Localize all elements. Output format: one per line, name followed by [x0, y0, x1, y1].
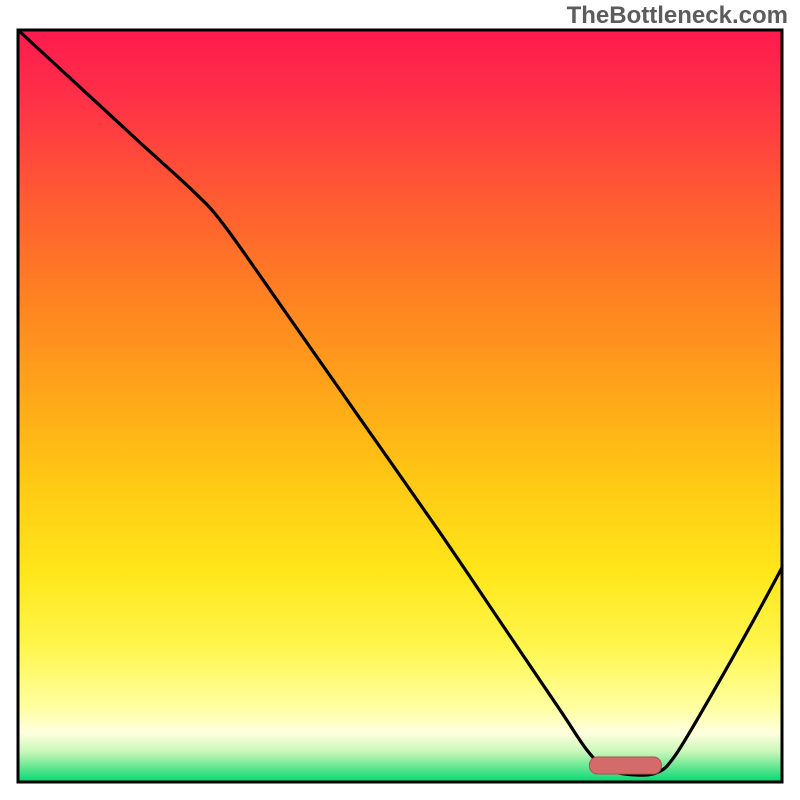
- gradient-chart: [0, 0, 800, 800]
- optimal-range-marker: [589, 757, 661, 774]
- gradient-background: [18, 30, 782, 782]
- figure: TheBottleneck.com: [0, 0, 800, 800]
- watermark-text: TheBottleneck.com: [567, 2, 788, 30]
